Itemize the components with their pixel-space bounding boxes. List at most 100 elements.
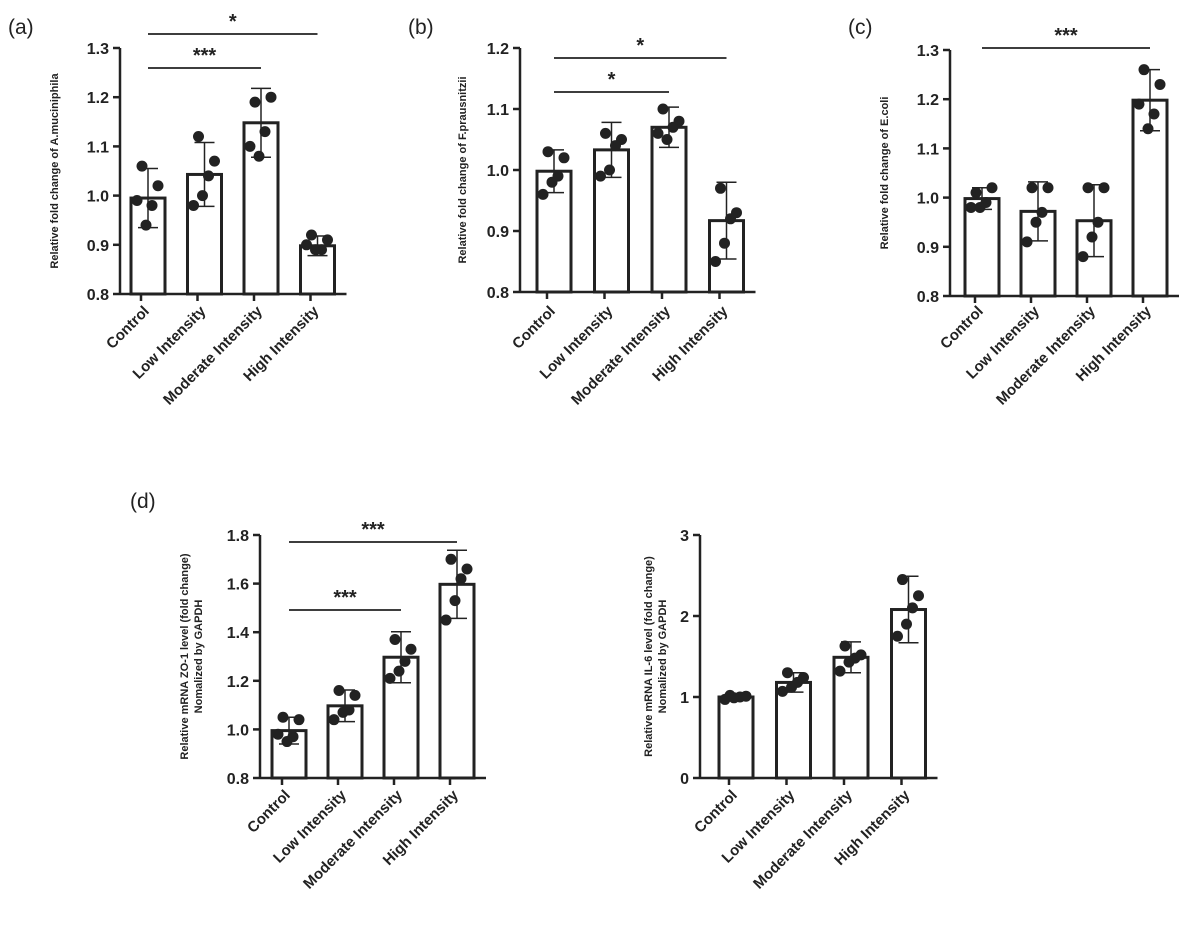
chart-3-y-tick-label: 1.0 bbox=[917, 191, 939, 208]
chart-5-data-point bbox=[913, 590, 924, 602]
chart-3-y-tick-label: 1.1 bbox=[917, 141, 939, 158]
chart-3-data-point bbox=[1077, 251, 1089, 263]
chart-2-data-point bbox=[610, 140, 621, 152]
chart-4-y-tick-label: 1.4 bbox=[227, 625, 249, 642]
chart-3-data-point bbox=[965, 201, 977, 213]
chart-2-y-tick-label: 0.9 bbox=[487, 224, 509, 241]
chart-2-data-point bbox=[652, 127, 664, 139]
chart-3-data-point bbox=[1030, 216, 1042, 228]
chart-5-data-point bbox=[897, 574, 908, 586]
chart-3-data-point bbox=[1082, 182, 1094, 194]
chart-2-category-label: Moderate Intensity bbox=[568, 302, 674, 408]
chart-1-data-point bbox=[136, 160, 148, 172]
chart-3-data-point bbox=[1021, 236, 1033, 248]
chart-4-data-point bbox=[440, 614, 452, 626]
chart-1-y-tick-label: 1.3 bbox=[87, 41, 109, 58]
chart-2-data-point bbox=[715, 182, 726, 194]
chart-3-data-point bbox=[1098, 182, 1110, 194]
chart-3-y-tick-label: 0.8 bbox=[917, 289, 939, 306]
chart-5-data-point bbox=[892, 630, 903, 642]
chart-2-data-point bbox=[542, 146, 554, 158]
chart-4-y-tick-label: 0.8 bbox=[227, 771, 249, 788]
chart-2-y-tick-label: 0.8 bbox=[487, 285, 509, 302]
chart-2-category-label: Control bbox=[509, 303, 559, 353]
chart-5-data-point bbox=[719, 693, 731, 705]
chart-4-data-point bbox=[405, 643, 417, 655]
chart-2-data-point bbox=[710, 256, 721, 267]
chart-3-y-tick-label: 1.2 bbox=[917, 92, 939, 109]
chart-2-data-point bbox=[657, 103, 669, 115]
chart-5-data-point bbox=[786, 681, 797, 693]
chart-5-data-point bbox=[782, 667, 793, 679]
chart-1-data-point bbox=[265, 91, 277, 103]
chart-2-data-point bbox=[558, 152, 570, 164]
chart-1-category-label: Control bbox=[103, 303, 153, 353]
chart-3-data-point bbox=[1036, 206, 1048, 218]
chart-1-category-label: Moderate Intensity bbox=[160, 302, 266, 408]
chart-2-significance-label: * bbox=[608, 69, 616, 91]
chart-1-y-axis-label: Relative fold change of A.muciniphila bbox=[49, 73, 61, 269]
chart-2-data-point bbox=[725, 213, 736, 225]
chart-4-y-tick-label: 1.0 bbox=[227, 722, 249, 739]
chart-4-y-tick-label: 1.8 bbox=[227, 528, 249, 545]
chart-5-data-point bbox=[843, 656, 855, 668]
chart-4-y-axis-label-line-2: Nomalized by GAPDH bbox=[193, 600, 205, 714]
chart-1-data-point bbox=[322, 234, 333, 246]
chart-1-data-point bbox=[306, 229, 317, 241]
chart-3-data-point bbox=[1142, 123, 1154, 135]
chart-1-significance-label: *** bbox=[193, 45, 217, 67]
chart-5-y-tick-label: 1 bbox=[680, 690, 689, 707]
chart-3-data-point bbox=[974, 201, 986, 213]
chart-2-data-point bbox=[719, 237, 730, 249]
chart-5-data-point bbox=[834, 665, 846, 677]
chart-5-data-point bbox=[907, 602, 918, 614]
chart-3-data-point bbox=[1026, 182, 1038, 194]
chart-3-data-point bbox=[1042, 182, 1054, 194]
chart-1-data-point bbox=[301, 239, 312, 251]
chart-4-data-point bbox=[337, 706, 349, 718]
chart-5-bar bbox=[775, 680, 812, 780]
chart-1-data-point bbox=[253, 150, 265, 162]
chart-1-data-point bbox=[310, 244, 321, 256]
chart-3-y-tick-label: 1.3 bbox=[917, 43, 939, 60]
chart-1-data-point bbox=[197, 190, 208, 202]
chart-3-y-axis-label: Relative fold change of E.coli bbox=[879, 97, 891, 250]
chart-4-data-point bbox=[455, 573, 467, 585]
chart-1-y-tick-label: 1.2 bbox=[87, 90, 109, 107]
chart-1-data-point bbox=[244, 140, 256, 152]
chart-1-y-tick-label: 1.0 bbox=[87, 189, 109, 206]
chart-3-data-point bbox=[1092, 216, 1104, 228]
chart-2-y-tick-label: 1.2 bbox=[487, 41, 509, 58]
chart-5-y-axis-label-line-1: Relative mRNA IL-6 level (fold change) bbox=[643, 556, 655, 757]
chart-5-y-tick-label: 2 bbox=[680, 609, 689, 626]
chart-2-y-tick-label: 1.1 bbox=[487, 102, 509, 119]
chart-1-data-point bbox=[188, 199, 199, 211]
chart-1-y-tick-label: 1.1 bbox=[87, 139, 109, 156]
chart-5-category-label: Control bbox=[691, 787, 741, 837]
chart-5-data-point bbox=[839, 640, 851, 652]
chart-5-y-tick-label: 3 bbox=[680, 528, 689, 545]
chart-1-data-point bbox=[152, 180, 164, 192]
chart-2-data-point bbox=[595, 170, 606, 182]
chart-2-panel-label: (b) bbox=[408, 16, 434, 39]
chart-4-data-point bbox=[277, 711, 289, 723]
chart-3-data-point bbox=[1133, 98, 1145, 110]
chart-4-y-tick-label: 1.6 bbox=[227, 577, 249, 594]
chart-3-category-label: Moderate Intensity bbox=[993, 302, 1099, 408]
chart-5-y-axis-label-line-2: Nomalized by GAPDH bbox=[657, 600, 669, 714]
chart-4-panel-label: (d) bbox=[130, 490, 156, 513]
chart-1-data-point bbox=[146, 199, 158, 211]
chart-3-data-point bbox=[986, 182, 998, 194]
chart-4-data-point bbox=[384, 672, 396, 684]
chart-3-data-point bbox=[1138, 64, 1150, 76]
chart-4-significance-label: *** bbox=[361, 519, 385, 541]
chart-4-y-tick-label: 1.2 bbox=[227, 674, 249, 691]
chart-4-data-point bbox=[281, 736, 293, 748]
chart-1-data-point bbox=[203, 170, 214, 182]
chart-5-data-point bbox=[777, 685, 788, 697]
chart-1-y-tick-label: 0.9 bbox=[87, 238, 109, 255]
chart-3-data-point bbox=[1086, 231, 1098, 243]
chart-1-data-point bbox=[259, 126, 271, 138]
chart-2-data-point bbox=[661, 134, 673, 145]
chart-4-y-axis-label-line-1: Relative mRNA ZO-1 level (fold change) bbox=[179, 553, 191, 760]
